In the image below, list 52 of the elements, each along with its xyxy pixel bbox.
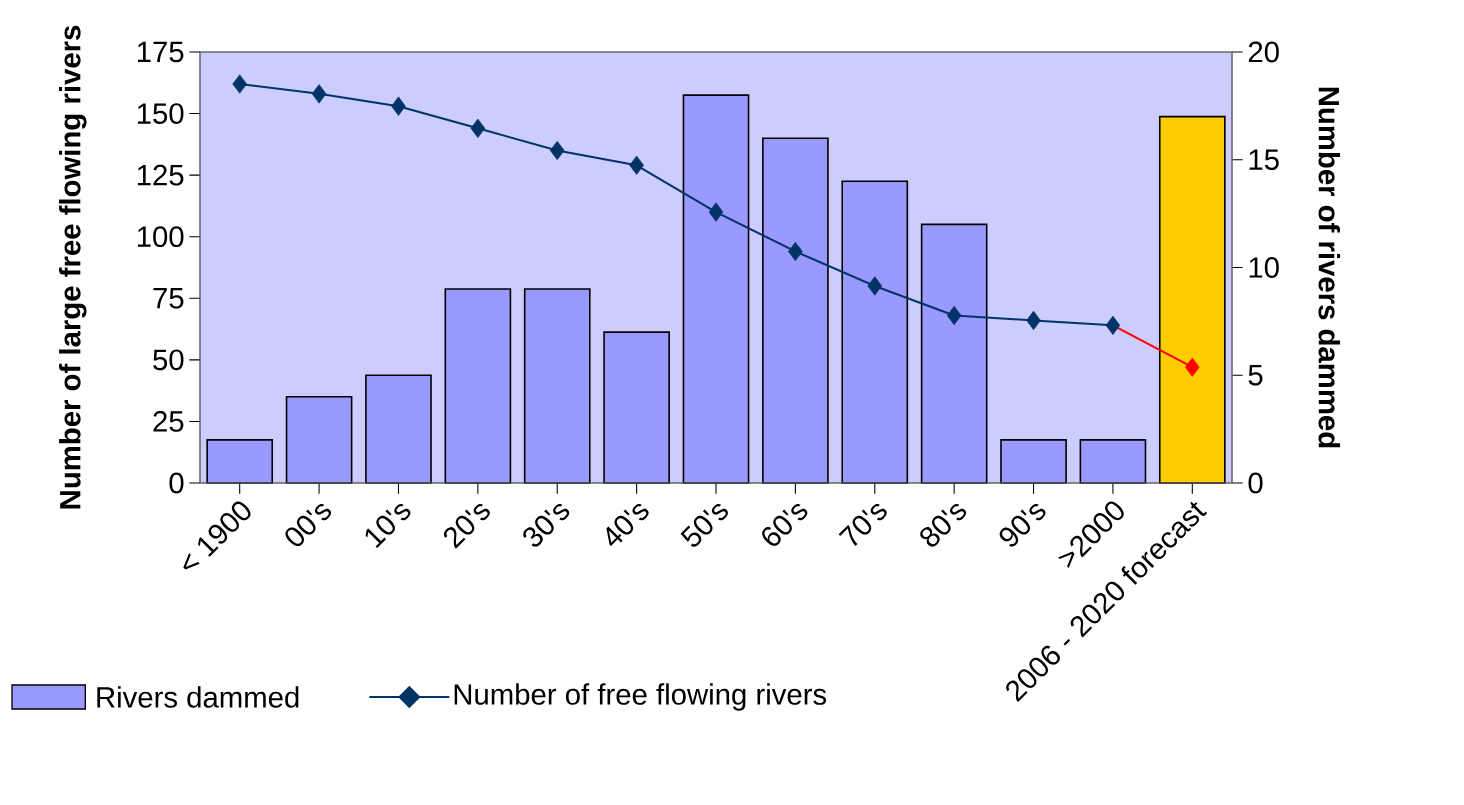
bar xyxy=(603,331,670,484)
point xyxy=(549,140,565,161)
point xyxy=(629,155,644,175)
x-tick-label: 40's xyxy=(606,503,649,546)
bar xyxy=(365,374,432,484)
bar xyxy=(1079,439,1147,484)
point xyxy=(788,241,803,262)
x-tick-label: 10's xyxy=(365,503,411,549)
bar xyxy=(841,180,909,484)
bar xyxy=(682,94,750,484)
point xyxy=(391,96,406,116)
legend-label: Rivers dammed xyxy=(97,686,299,708)
x-tick-label: 60's xyxy=(762,503,808,546)
legend-label: Number of free flowing rivers xyxy=(454,683,827,711)
point xyxy=(232,74,247,94)
x-tick-label: 20's xyxy=(444,503,490,549)
bar xyxy=(1158,115,1226,484)
y2-axis-title: Number of rivers dammed xyxy=(1318,87,1341,448)
point xyxy=(1105,315,1121,335)
y-tick-label: 100 xyxy=(137,226,184,248)
x-tick-label: 00's xyxy=(285,503,332,547)
x-tick-label: 30's xyxy=(523,503,570,547)
bar xyxy=(206,439,274,484)
y2-tick-label: 20 xyxy=(1248,41,1279,63)
y2-tick-label: 0 xyxy=(1248,472,1263,494)
x-tick-label: 80's xyxy=(920,503,967,547)
y-tick-label: 0 xyxy=(169,472,184,494)
x-tick-label: 90's xyxy=(999,503,1046,547)
bar xyxy=(920,223,988,484)
point xyxy=(470,118,486,138)
y-tick-label: 75 xyxy=(153,288,184,309)
bar xyxy=(444,288,512,484)
y-tick-label: 150 xyxy=(137,103,184,124)
y2-tick-label: 10 xyxy=(1249,257,1279,278)
y-tick-label: 175 xyxy=(137,41,184,63)
x-tick-label: 70's xyxy=(838,503,887,546)
bar xyxy=(285,395,353,484)
bar xyxy=(523,288,591,484)
point xyxy=(1026,310,1041,331)
point xyxy=(311,84,327,104)
x-tick-label: 50's xyxy=(680,503,728,547)
bar xyxy=(762,137,829,484)
y-tick-label: 25 xyxy=(153,411,184,432)
point xyxy=(867,276,883,296)
y-tick-label: 50 xyxy=(153,349,184,371)
bar xyxy=(1000,439,1067,484)
y2-tick-label: 5 xyxy=(1248,365,1263,386)
point xyxy=(946,305,962,326)
y-axis-title: Number of large free flowing rivers xyxy=(59,25,87,509)
y-tick-label: 125 xyxy=(137,164,184,186)
y2-tick-label: 15 xyxy=(1249,149,1279,170)
point xyxy=(708,202,724,222)
